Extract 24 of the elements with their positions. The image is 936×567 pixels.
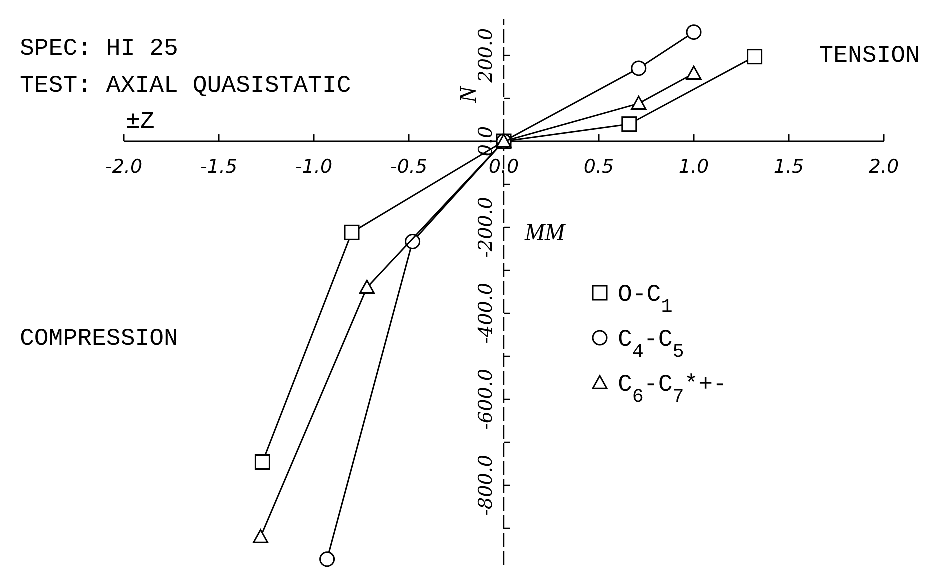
annotation: TENSION (819, 43, 920, 70)
x-tick-label: -1.0 (295, 156, 333, 178)
y-tick-label: -800.0 (475, 455, 497, 516)
y-axis-title: N (456, 85, 482, 104)
x-tick-label: -2.0 (105, 156, 143, 178)
legend-label: O-C$_{1}$ (618, 282, 673, 318)
x-axis-title: MM (524, 220, 567, 246)
x-tick-label: 0.5 (584, 156, 614, 178)
legend-label: C$_{4}$-C$_{5}$ (618, 327, 684, 363)
y-tick-label: -200.0 (475, 197, 497, 258)
x-tick-label: -1.5 (200, 156, 238, 178)
x-tick-label: -0.5 (390, 156, 428, 178)
legend-label: C$_{6}$-C$_{7}$*+- (618, 372, 728, 408)
x-tick-label: 1.5 (774, 156, 804, 178)
y-tick-label: 0.0 (475, 126, 497, 157)
annotation: ±Z (126, 109, 155, 136)
annotation: TEST: AXIAL QUASISTATIC (20, 73, 352, 100)
annotation: COMPRESSION (20, 326, 178, 353)
y-tick-label: -600.0 (475, 369, 497, 430)
y-tick-label: -400.0 (475, 283, 497, 344)
annotation: SPEC: HI 25 (20, 36, 178, 63)
y-tick-label: 200.0 (475, 28, 497, 84)
x-tick-label: 1.0 (678, 156, 710, 178)
x-tick-label: 2.0 (868, 156, 900, 178)
